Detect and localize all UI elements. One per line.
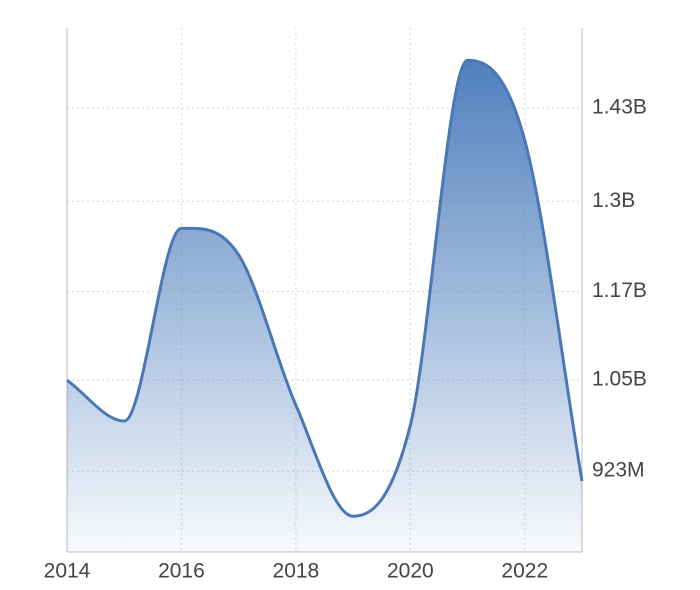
x-tick-label: 2014 (44, 560, 91, 583)
x-tick-label: 2020 (387, 560, 434, 583)
area-fill (67, 60, 582, 553)
y-tick-label: 923M (592, 459, 645, 482)
y-tick-label: 1.3B (592, 189, 635, 212)
line (66, 58, 584, 518)
y-tick-label: 1.05B (592, 368, 647, 391)
x-tick-label: 2022 (501, 560, 548, 583)
y-tick-label: 1.43B (592, 96, 647, 119)
x-tick-label: 2016 (158, 560, 205, 583)
y-tick-label: 1.17B (592, 279, 647, 302)
x-tick-label: 2018 (273, 560, 320, 583)
